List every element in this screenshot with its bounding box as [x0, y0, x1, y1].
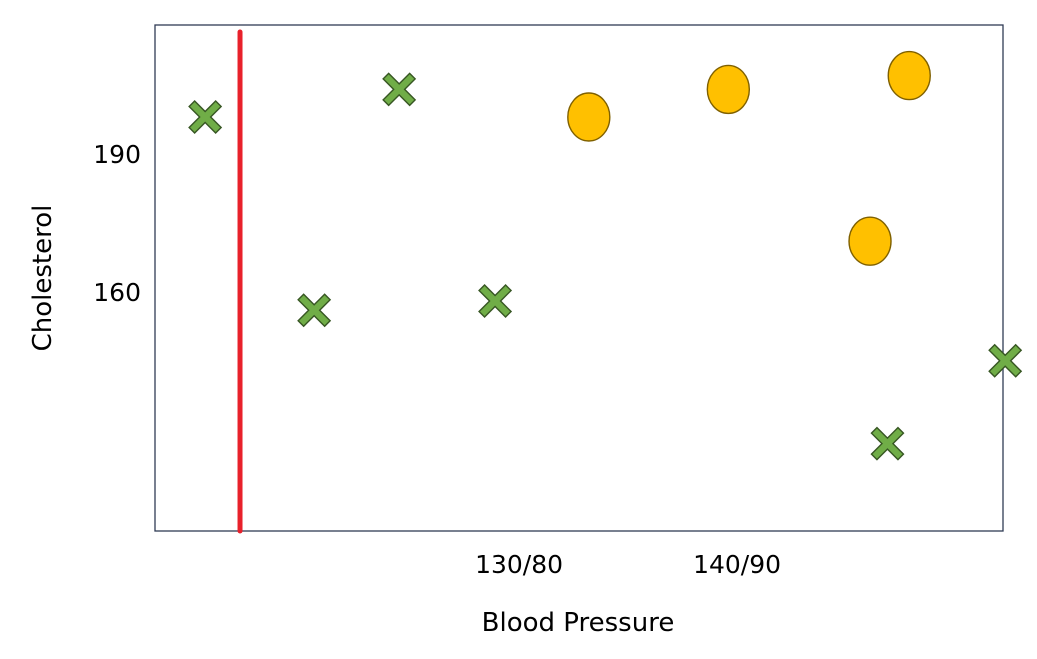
tick-labels: 160 190 130/80 140/90 — [93, 140, 781, 579]
data-point-circle — [848, 216, 892, 266]
data-point-circle — [567, 92, 611, 142]
data-point-cross — [188, 100, 223, 134]
data-point-cross — [478, 284, 513, 318]
data-point-cross — [382, 72, 417, 107]
data-point-cross — [988, 343, 1023, 378]
y-tick-label: 160 — [93, 278, 141, 307]
data-point-cross — [870, 426, 905, 461]
x-tick-label: 130/80 — [475, 550, 563, 579]
data-point-circle — [887, 50, 931, 101]
y-axis-title: Cholesterol — [28, 205, 58, 352]
chart-marks — [188, 29, 1023, 534]
x-tick-label: 140/90 — [693, 550, 781, 579]
data-point-circle — [706, 64, 751, 115]
y-tick-label: 190 — [93, 140, 141, 169]
data-point-cross — [297, 293, 332, 328]
x-axis-title: Blood Pressure — [482, 608, 675, 638]
